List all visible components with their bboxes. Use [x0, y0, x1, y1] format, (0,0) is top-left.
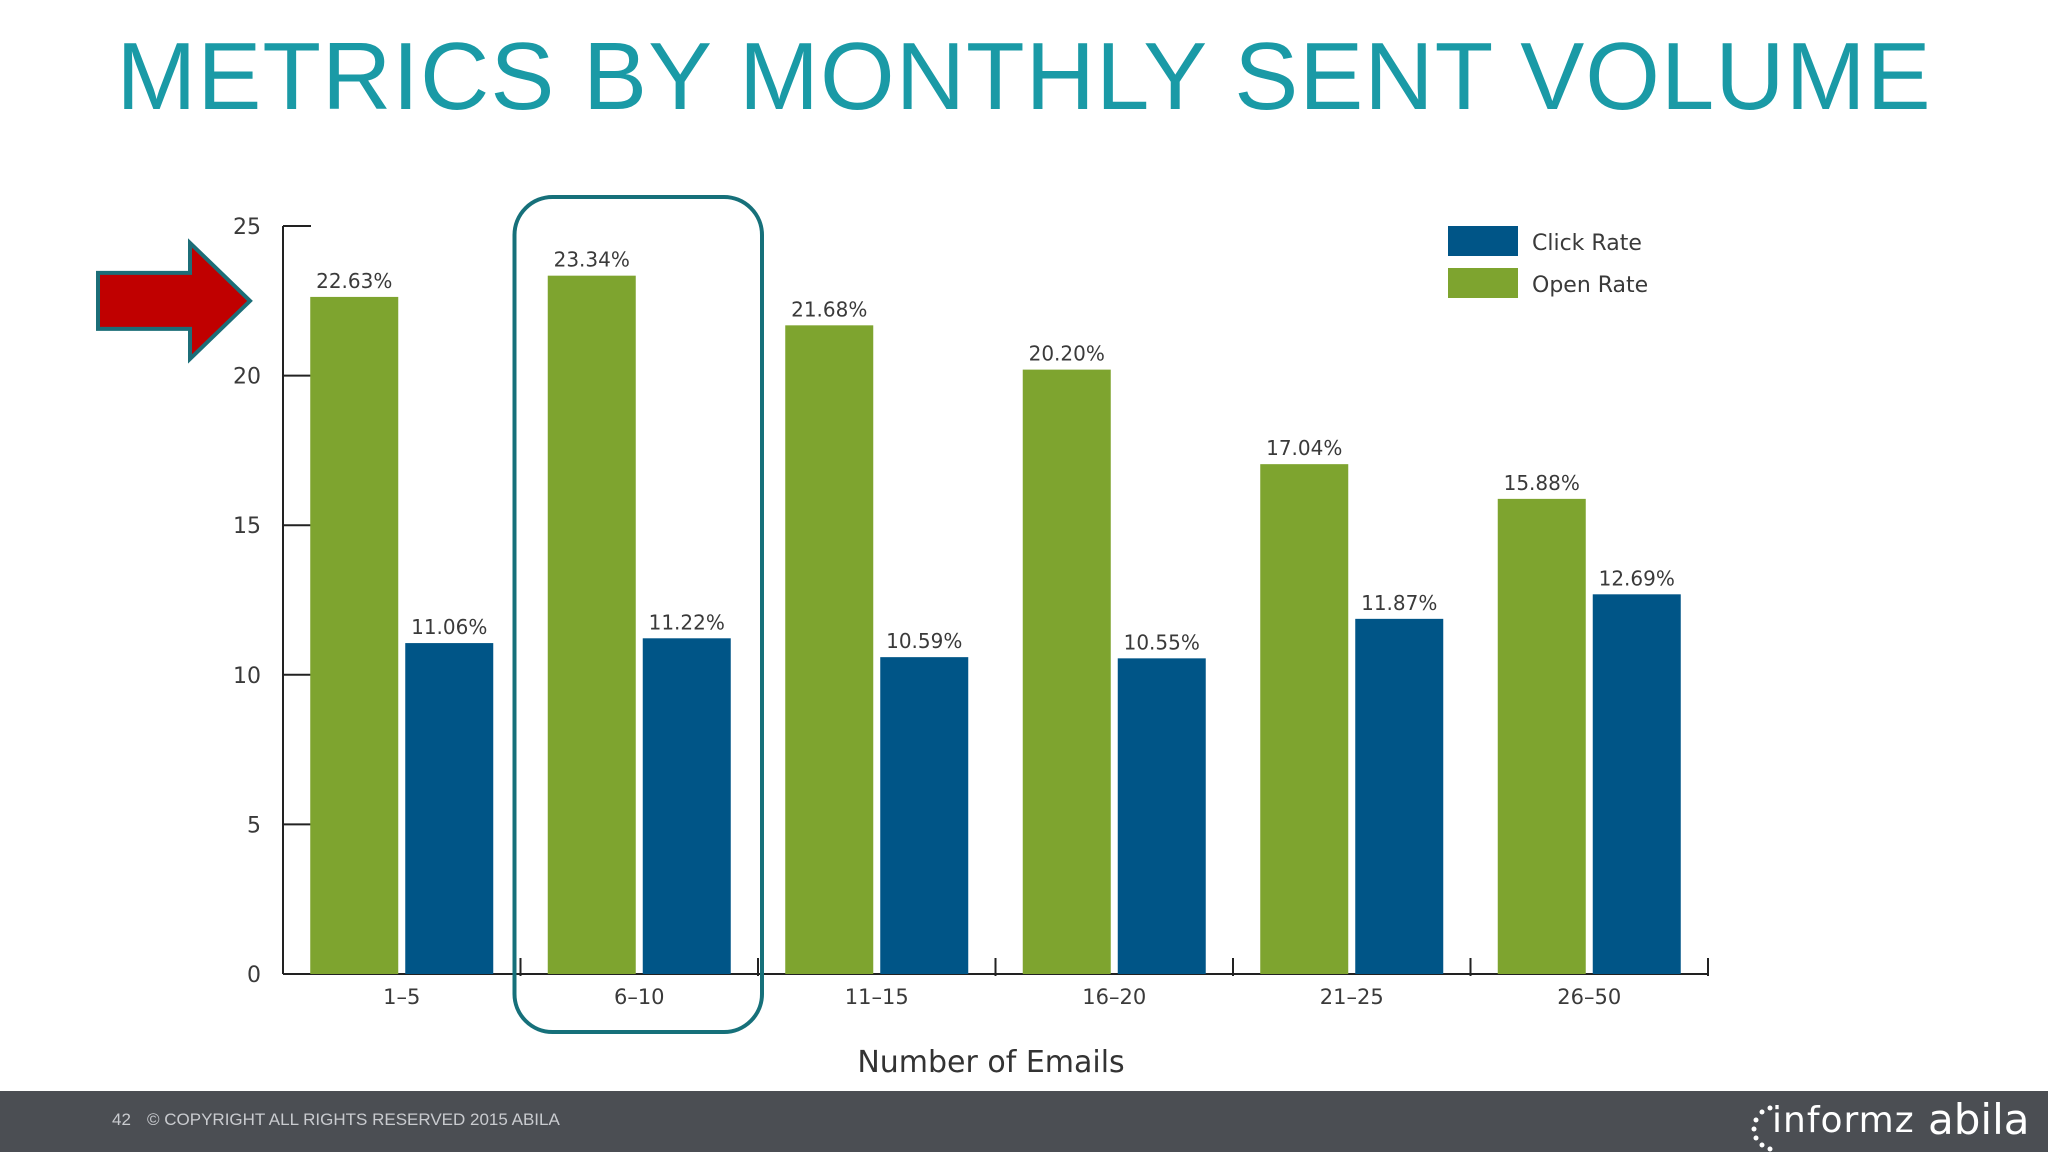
bar-chart: 0 5 10 15 20 25 22.63% 11.06% 1–5 23.34% 11.22% 6–…: [96, 195, 1709, 1080]
x-tick-label: 6–10: [614, 985, 665, 1009]
copyright-text: © COPYRIGHT ALL RIGHTS RESERVED 2015 ABI…: [147, 1110, 560, 1129]
data-label: 11.87%: [1361, 591, 1437, 615]
open-rate-bar: [1260, 464, 1349, 974]
click-rate-bar: [1355, 618, 1444, 974]
open-rate-bar: [785, 325, 874, 974]
open-rate-bar: [310, 296, 399, 974]
click-rate-bar: [642, 638, 731, 974]
open-rate-bar: [547, 275, 636, 974]
click-rate-bar: [1117, 658, 1206, 974]
open-rate-bar: [1497, 498, 1586, 974]
highlight-box: [512, 195, 764, 1034]
data-label: 20.20%: [1029, 342, 1105, 366]
data-label: 11.06%: [411, 615, 487, 639]
data-label: 11.22%: [649, 610, 725, 634]
y-tick-label: 5: [247, 813, 261, 838]
informz-logo-text: informz: [1772, 1100, 1915, 1141]
x-tick-label: 11–15: [845, 985, 909, 1009]
chart-legend: Click Rate Open Rate: [1448, 226, 1648, 298]
data-label: 23.34%: [554, 248, 630, 272]
data-label: 10.59%: [886, 629, 962, 653]
x-tick-label: 26–50: [1557, 985, 1621, 1009]
red-right-arrow-icon: [96, 238, 253, 364]
chart-axes: 0 5 10 15 20 25: [233, 215, 1709, 988]
x-tick-label: 21–25: [1320, 985, 1384, 1009]
data-label: 10.55%: [1124, 630, 1200, 654]
x-tick-label: 16–20: [1082, 985, 1146, 1009]
x-axis-title: Number of Emails: [857, 1045, 1124, 1080]
chart-bars: [310, 275, 1681, 975]
click-rate-bar: [880, 657, 969, 974]
legend-label: Click Rate: [1532, 231, 1642, 256]
y-tick-label: 25: [233, 215, 261, 240]
click-rate-bar: [405, 643, 494, 974]
y-tick-label: 20: [233, 365, 261, 390]
page-number: 42: [112, 1110, 131, 1129]
data-label: 21.68%: [791, 297, 867, 321]
y-tick-label: 15: [233, 514, 261, 539]
open-rate-bar: [1022, 369, 1111, 975]
data-label: 15.88%: [1504, 471, 1580, 495]
legend-label: Open Rate: [1532, 273, 1648, 298]
y-tick-label: 10: [233, 664, 261, 689]
y-tick-label: 0: [247, 963, 261, 988]
click-rate-bar: [1592, 594, 1681, 974]
informz-dots-icon: [1751, 1105, 1773, 1152]
informz-logo: informz: [1751, 1100, 1915, 1152]
slide-title: METRICS BY MONTHLY SENT VOLUME: [116, 23, 1932, 130]
footer-bar: 42 © COPYRIGHT ALL RIGHTS RESERVED 2015 …: [0, 1091, 2048, 1152]
legend-swatch: [1448, 268, 1518, 298]
abila-logo: abila: [1928, 1095, 2030, 1144]
chart-labels: 22.63% 11.06% 1–5 23.34% 11.22% 6–10 21.68% 10.…: [316, 248, 1675, 1009]
x-tick-label: 1–5: [383, 985, 420, 1009]
chart-annotations: [96, 195, 764, 1034]
data-label: 22.63%: [316, 269, 392, 293]
legend-swatch: [1448, 226, 1518, 256]
data-label: 12.69%: [1599, 566, 1675, 590]
data-label: 17.04%: [1266, 436, 1342, 460]
